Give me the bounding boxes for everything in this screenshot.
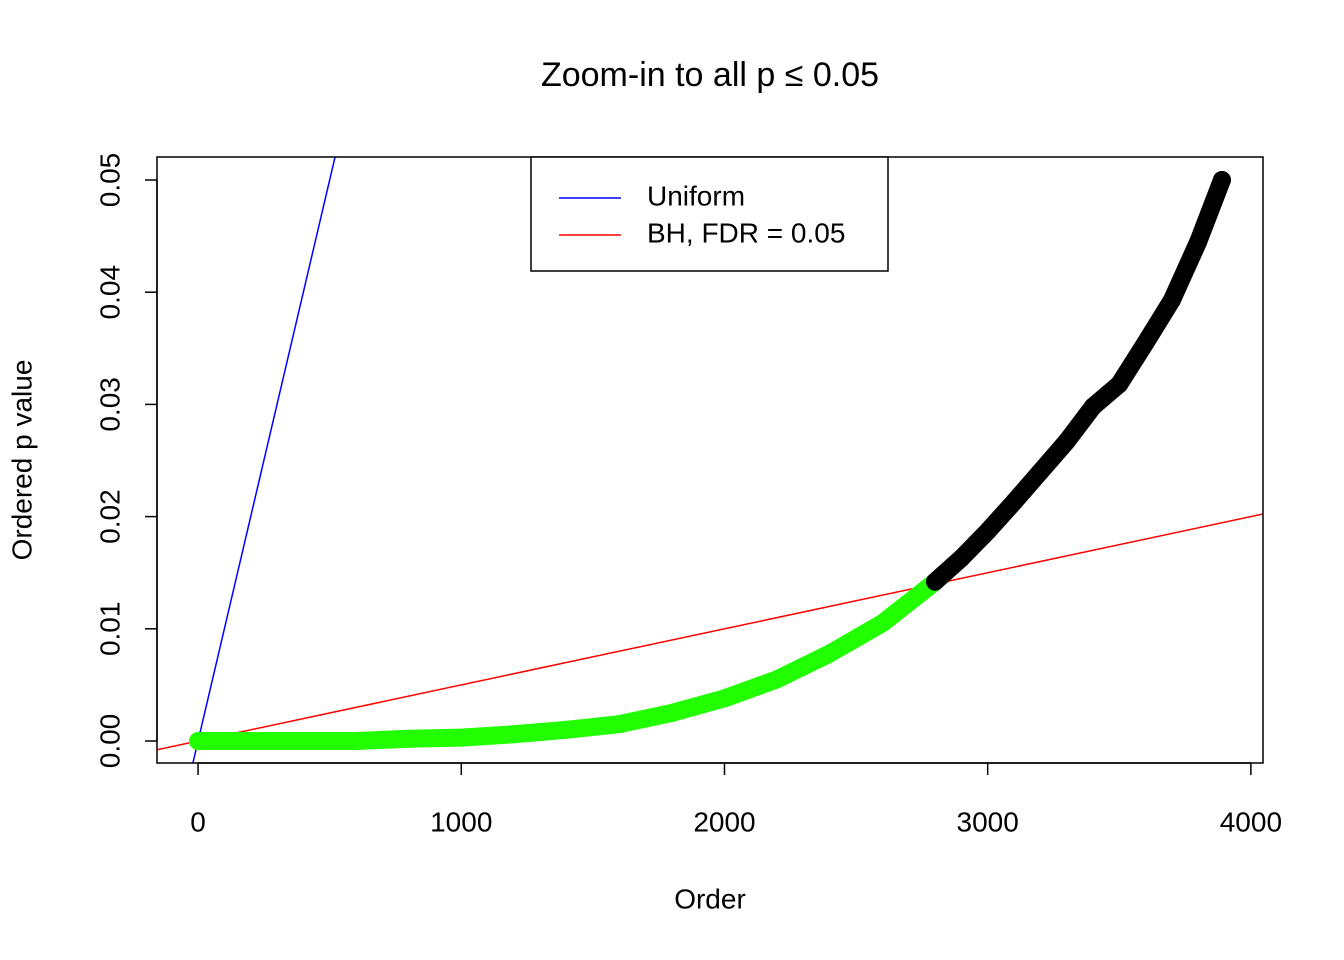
y-tick-label: 0.00	[94, 714, 125, 769]
point	[294, 732, 313, 751]
point	[452, 728, 471, 747]
chart-title: Zoom-in to all p ≤ 0.05	[541, 56, 879, 94]
legend: Uniform BH, FDR = 0.05	[530, 156, 889, 272]
point	[952, 549, 971, 568]
x-tick-label: 2000	[693, 806, 755, 837]
point	[1057, 432, 1076, 451]
y-tick-label: 0.02	[94, 489, 125, 544]
x-tick-label: 4000	[1220, 806, 1282, 837]
point	[1212, 171, 1231, 190]
point	[926, 572, 945, 591]
y-tick-label: 0.01	[94, 602, 125, 657]
point	[241, 732, 260, 751]
point	[978, 522, 997, 541]
point	[715, 689, 734, 708]
point	[610, 715, 629, 734]
point	[820, 644, 839, 663]
legend-box	[530, 156, 889, 272]
point	[1136, 333, 1155, 352]
point	[504, 725, 523, 744]
x-tick-label: 0	[190, 806, 206, 837]
y-tick-label: 0.03	[94, 377, 125, 432]
point	[1031, 462, 1050, 481]
x-axis-label: Order	[674, 883, 746, 914]
point	[189, 732, 208, 751]
x-tick-label: 1000	[430, 806, 492, 837]
legend-label: Uniform	[647, 180, 745, 211]
reference-line	[157, 513, 1263, 751]
y-tick-label: 0.05	[94, 153, 125, 208]
point	[1162, 291, 1181, 310]
point	[346, 732, 365, 751]
point	[1110, 375, 1129, 394]
plot-area	[157, 157, 1263, 763]
point	[662, 703, 681, 722]
x-tick-label: 3000	[957, 806, 1019, 837]
point	[1083, 397, 1102, 416]
y-axis-label: Ordered p value	[6, 360, 37, 561]
point-run	[926, 171, 1231, 591]
legend-label: BH, FDR = 0.05	[647, 217, 845, 248]
point	[768, 670, 787, 689]
y-tick-label: 0.04	[94, 265, 125, 320]
point	[557, 720, 576, 739]
point	[873, 614, 892, 633]
reference-line	[192, 157, 336, 763]
point	[1005, 493, 1024, 512]
point	[399, 729, 418, 748]
point	[1189, 232, 1208, 251]
